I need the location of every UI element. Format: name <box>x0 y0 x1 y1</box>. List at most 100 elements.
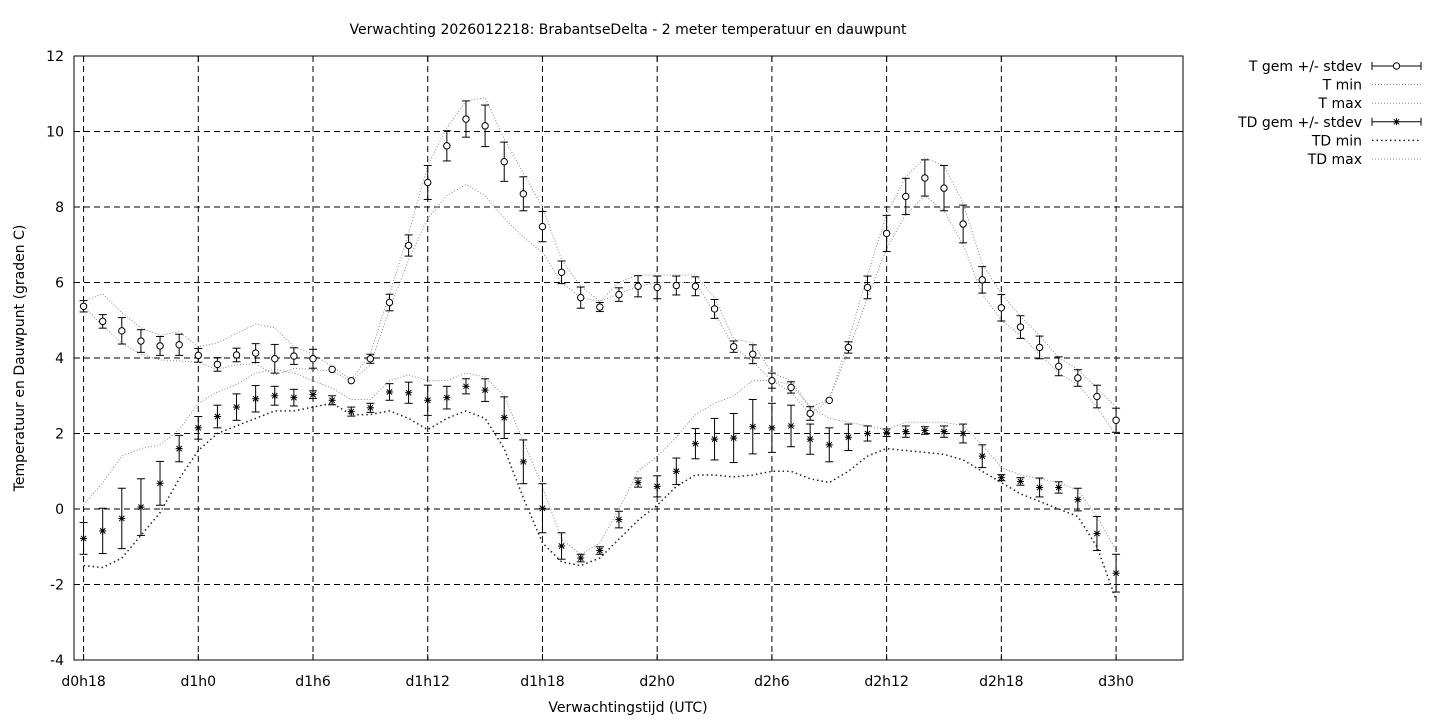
star-stroke <box>730 435 737 442</box>
td-mean-point <box>730 434 738 442</box>
star-stroke <box>577 555 584 562</box>
t-mean-point <box>768 376 776 385</box>
star-stroke <box>271 392 278 399</box>
t-mean-point <box>290 352 298 360</box>
x-tick-label: d2h18 <box>979 674 1023 690</box>
td-mean-point <box>500 414 508 422</box>
td-mean-point <box>290 394 298 402</box>
td-mean-point <box>997 474 1005 482</box>
t-mean-point <box>347 376 355 385</box>
t-mean-point <box>424 178 432 187</box>
td-mean-point <box>538 504 546 512</box>
td-mean-point <box>309 391 317 399</box>
t-mean-point <box>787 383 795 392</box>
legend-label-t-gem-stdev: T gem +/- stdev <box>1248 59 1362 75</box>
t-mean-point <box>863 283 872 292</box>
star-stroke <box>424 397 431 404</box>
t-mean-point <box>576 293 585 302</box>
t-mean-point <box>596 303 604 311</box>
td-mean-point <box>137 503 145 511</box>
td-mean-point <box>347 408 355 416</box>
chart-title: Verwachting 2026012218: BrabantseDelta -… <box>349 22 907 38</box>
t-mean-point <box>1112 416 1120 424</box>
line-td-max <box>83 368 1117 555</box>
x-axis-label: Verwachtingstijd (UTC) <box>548 700 707 716</box>
star-stroke <box>635 479 642 486</box>
t-mean-point <box>634 282 642 290</box>
td-mean-point <box>462 382 470 390</box>
t-mean-point <box>156 342 164 350</box>
star-stroke <box>386 388 393 395</box>
star-stroke <box>864 430 871 437</box>
td-mean-point <box>653 482 661 490</box>
t-mean-point <box>997 304 1006 312</box>
t-mean-point <box>309 355 317 363</box>
t-mean-point <box>1055 362 1063 371</box>
td-mean-point <box>1093 530 1101 538</box>
star-stroke <box>520 458 527 465</box>
t-mean-point <box>538 222 547 231</box>
star-stroke <box>348 408 355 415</box>
td-mean-point <box>672 467 680 475</box>
star-stroke <box>214 413 221 420</box>
star-stroke <box>310 391 316 398</box>
star-stroke <box>902 428 909 435</box>
td-mean-point <box>385 388 393 396</box>
star-stroke <box>615 516 622 523</box>
star-stroke <box>367 404 374 411</box>
td-mean-point <box>787 422 795 430</box>
t-mean-point <box>98 317 107 326</box>
td-mean-point <box>711 435 719 443</box>
td-mean-point <box>596 547 604 555</box>
td-mean-point <box>959 430 967 437</box>
star-stroke <box>960 430 967 437</box>
t-mean-point <box>672 281 681 290</box>
y-tick-label: 10 <box>46 125 64 141</box>
t-mean-point <box>978 276 986 284</box>
star-stroke <box>654 483 661 490</box>
td-mean-point <box>940 428 948 436</box>
td-mean-point <box>577 554 585 562</box>
star-stroke <box>1093 530 1100 537</box>
td-mean-point <box>1074 496 1082 504</box>
td-mean-point <box>175 445 183 453</box>
t-mean-point <box>882 229 891 238</box>
star-stroke <box>749 423 756 430</box>
td-mean-point <box>921 426 929 434</box>
legend-label-td-min: TD min <box>1311 133 1362 149</box>
t-mean-point <box>366 355 375 363</box>
td-mean-point <box>825 441 833 449</box>
star-stroke <box>673 468 680 475</box>
t-mean-point <box>921 174 929 182</box>
t-mean-point <box>940 184 948 192</box>
y-tick-label: 12 <box>46 49 64 65</box>
star-stroke <box>118 515 125 522</box>
line-t-min <box>83 183 1117 436</box>
td-mean-point <box>99 527 107 535</box>
legend-marker-circle <box>1392 62 1401 70</box>
legend-label-td-max: TD max <box>1307 152 1362 168</box>
td-mean-point <box>806 435 814 443</box>
star-stroke <box>290 394 297 401</box>
legend-label-td-gem-stdev: TD gem +/- stdev <box>1237 115 1362 131</box>
star-stroke <box>443 394 450 401</box>
t-mean-point <box>500 158 508 166</box>
x-tick-label: d1h6 <box>295 674 331 690</box>
star-stroke <box>252 395 259 402</box>
t-mean-point <box>232 351 241 359</box>
td-mean-point <box>424 396 432 404</box>
x-tick-label: d2h0 <box>639 674 675 690</box>
star-stroke <box>462 383 469 390</box>
x-tick-label: d1h0 <box>180 674 216 690</box>
t-mean-point <box>749 350 757 358</box>
td-mean-point <box>691 440 699 448</box>
td-mean-point <box>118 514 126 522</box>
star-stroke <box>157 480 164 487</box>
t-mean-point <box>653 283 661 292</box>
t-mean-point <box>251 349 260 357</box>
td-mean-point <box>213 413 221 421</box>
t-mean-point <box>213 360 222 369</box>
star-stroke <box>233 404 240 411</box>
line-t-max <box>83 96 1117 408</box>
star-stroke <box>558 543 565 549</box>
